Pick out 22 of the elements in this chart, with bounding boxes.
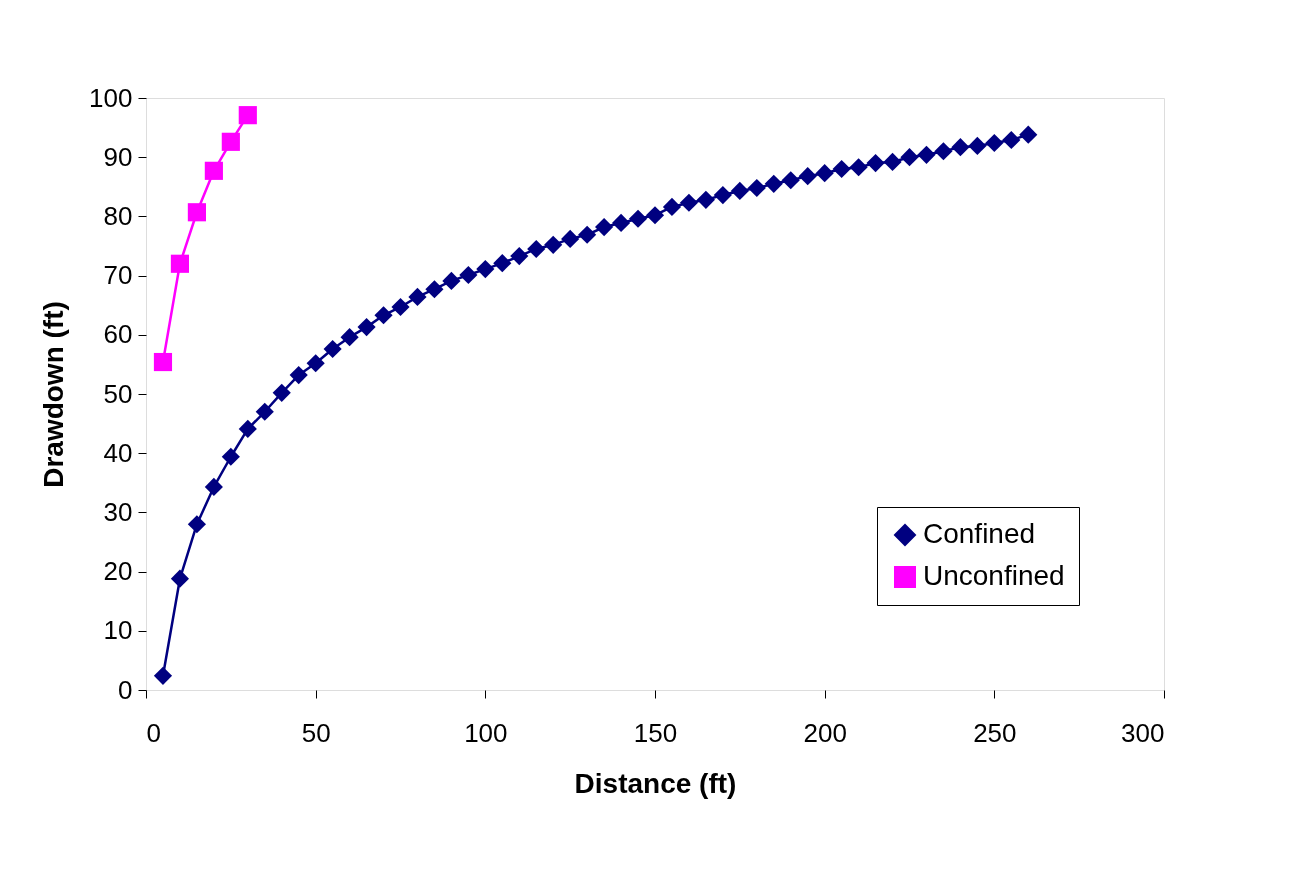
y-axis-title: Drawdown (ft) (38, 301, 70, 488)
x-tick-label: 300 (1121, 717, 1165, 748)
x-tick-label: 50 (301, 717, 331, 748)
y-tick-label: 10 (103, 615, 133, 646)
y-tick-label: 100 (89, 82, 133, 113)
x-tick-label: 150 (633, 717, 678, 748)
y-tick-label: 40 (103, 437, 133, 468)
x-tick-label: 250 (973, 717, 1017, 748)
x-tick-label: 100 (464, 717, 508, 748)
legend-label: Unconfined (923, 560, 1065, 591)
y-tick-label: 70 (103, 260, 133, 291)
y-tick-label: 80 (103, 200, 133, 231)
y-tick-label: 0 (118, 674, 133, 705)
y-tick-label: 20 (103, 556, 133, 587)
y-tick-label: 90 (103, 141, 133, 172)
y-tick-label: 30 (103, 496, 133, 527)
x-tick-label: 200 (803, 717, 847, 748)
x-axis-title: Distance (ft) (574, 767, 737, 799)
legend-label: Confined (923, 518, 1036, 549)
x-tick-label: 0 (146, 717, 161, 748)
y-tick-label: 50 (103, 378, 133, 409)
y-tick-label: 60 (103, 319, 133, 350)
